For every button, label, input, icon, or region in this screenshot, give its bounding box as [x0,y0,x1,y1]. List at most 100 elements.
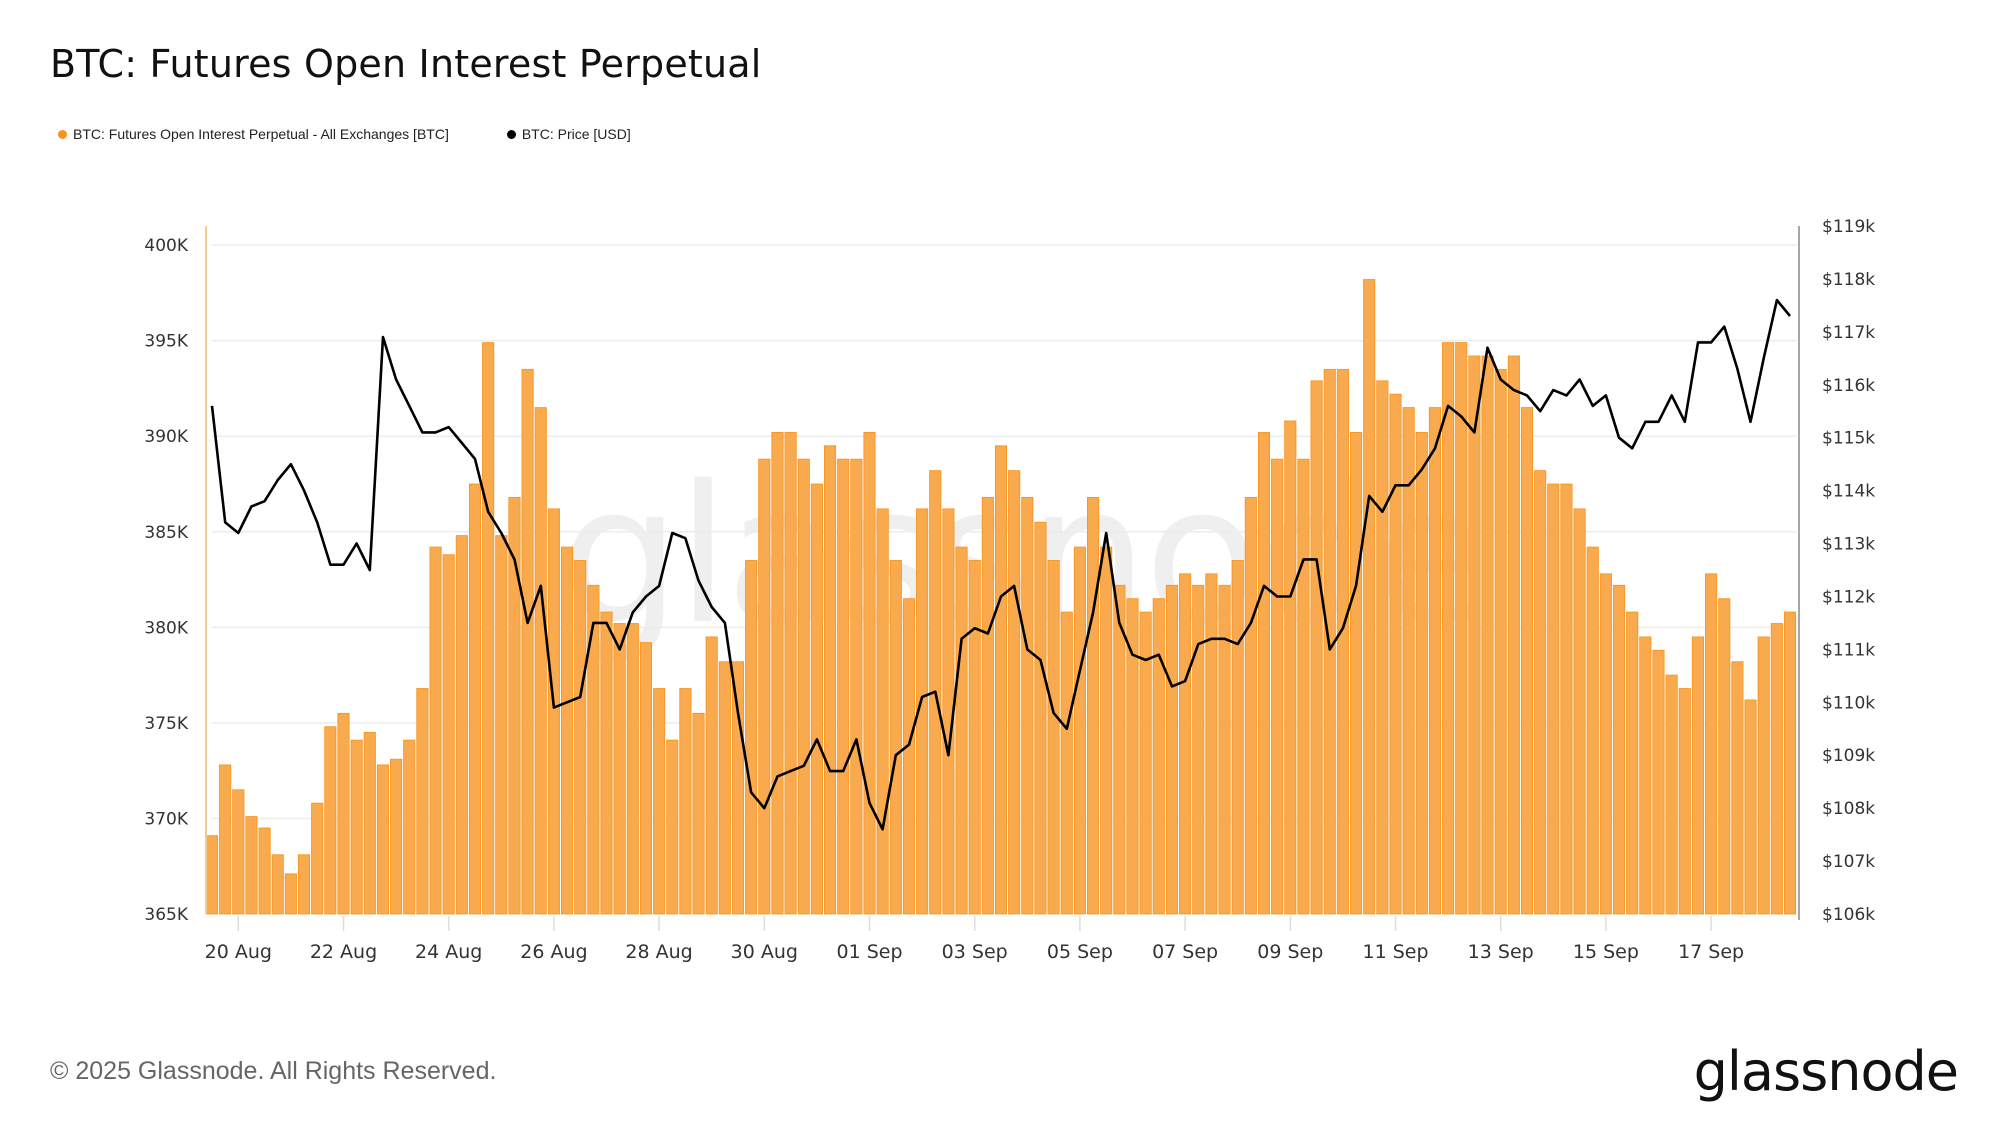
x-axis-tick-label: 22 Aug [310,941,377,963]
left-axis-tick-label: 385K [144,523,188,543]
legend-item-price[interactable]: BTC: Price [USD] [506,126,631,142]
open-interest-bar [324,726,337,915]
x-axis-tick-label: 15 Sep [1573,941,1639,963]
open-interest-bar [1363,279,1376,915]
x-axis-tick-label: 07 Sep [1152,941,1218,963]
open-interest-bar [1560,483,1573,915]
open-interest-bar [508,496,521,915]
x-axis-tick-label: 05 Sep [1047,941,1113,963]
right-axis-tick-label: $116k [1822,376,1875,396]
open-interest-bar [955,546,968,915]
right-axis-tick-label: $117k [1822,323,1875,343]
x-axis-tick-label: 03 Sep [942,941,1008,963]
open-interest-bar [1718,598,1731,915]
open-interest-bar [390,758,403,915]
open-interest-bar [350,739,363,915]
axes: 365K 370K 375K 380K 385K 390K 395K 400K $106k $10… [144,217,1875,963]
right-axis-tick-label: $109k [1822,746,1875,766]
right-axis-tick-label: $107k [1822,852,1875,872]
open-interest-bar [1336,368,1349,915]
right-axis-tick-label: $111k [1822,640,1875,660]
right-axis-tick-label: $115k [1822,429,1875,449]
open-interest-bar [1428,407,1442,915]
x-axis-tick-label: 26 Aug [520,941,587,963]
open-interest-bar [1113,584,1126,915]
open-interest-bar [1415,431,1428,915]
open-interest-bar [1126,598,1139,915]
left-axis-tick-label: 395K [144,332,188,352]
x-axis-tick-label: 30 Aug [731,941,798,963]
open-interest-bar [1507,355,1520,915]
open-interest-bar [994,445,1008,915]
open-interest-bar [1612,584,1626,915]
right-axis-tick-label: $118k [1822,270,1875,290]
open-interest-bar [1586,546,1599,915]
open-interest-bar [1310,380,1323,915]
copyright-footer: © 2025 Glassnode. All Rights Reserved. [50,1057,497,1085]
open-interest-bar [797,458,810,915]
x-axis-tick-label: 09 Sep [1257,941,1323,963]
open-interest-bar [916,508,929,915]
open-interest-bar [1060,611,1073,915]
open-interest-bar [639,642,653,915]
open-interest-bar [232,789,245,915]
open-interest-bar [1284,420,1297,915]
open-interest-bar [1100,546,1113,915]
left-axis-tick-label: 375K [144,714,188,734]
open-interest-bar [968,560,981,915]
open-interest-bar [1389,393,1402,915]
open-interest-bar [784,431,797,915]
open-interest-bar [1021,496,1034,915]
open-interest-bar [850,458,863,915]
left-axis-tick-label: 390K [144,427,188,447]
open-interest-bar [758,458,771,915]
open-interest-bar [1520,407,1534,915]
open-interest-bar [560,546,574,915]
open-interest-bar [1494,368,1507,915]
open-interest-bar [297,854,311,915]
open-interest-bar [429,546,442,915]
right-axis-tick-label: $114k [1822,482,1875,502]
open-interest-bar [889,560,902,915]
open-interest-bar [1205,573,1218,915]
legend: BTC: Futures Open Interest Perpetual - A… [58,126,631,142]
open-interest-bar [495,535,508,915]
open-interest-bar [1192,584,1205,915]
open-interest-bar [876,508,889,915]
open-interest-bar [1349,431,1363,915]
open-interest-bar [337,712,350,915]
glassnode-logo: glassnode [1693,1040,1959,1103]
open-interest-bar [1073,546,1086,915]
open-interest-bar [1086,496,1100,915]
right-axis-tick-label: $119k [1822,217,1875,237]
open-interest-bar [1271,458,1284,915]
legend-dot-icon [506,129,516,139]
open-interest-bar [455,535,468,915]
open-interest-bar [547,508,560,915]
right-axis-tick-label: $108k [1822,799,1875,819]
open-interest-bar [1468,355,1481,915]
left-axis-tick-label: 400K [144,236,188,256]
right-axis-tick-label: $113k [1822,535,1875,555]
open-interest-bar [613,623,626,915]
open-interest-bar [1547,483,1560,915]
open-interest-bar [258,827,271,915]
open-interest-bar [1534,470,1547,915]
open-interest-bar [823,445,837,915]
x-axis-tick-label: 11 Sep [1362,941,1428,963]
open-interest-bar [403,739,416,915]
chart-title: BTC: Futures Open Interest Perpetual [50,42,762,86]
open-interest-bar [376,764,390,915]
open-interest-bar [981,496,994,915]
open-interest-bar [1402,407,1415,915]
price-line [210,298,1792,831]
open-interest-bar [1599,573,1612,915]
open-interest-bar [468,483,482,915]
open-interest-bar [1165,584,1179,915]
open-interest-bar [902,598,916,915]
legend-item-open-interest[interactable]: BTC: Futures Open Interest Perpetual - A… [58,126,449,142]
x-axis-tick-label: 13 Sep [1468,941,1534,963]
open-interest-bar [626,623,639,915]
open-interest-bar [731,661,745,915]
open-interest-bar [416,688,429,915]
